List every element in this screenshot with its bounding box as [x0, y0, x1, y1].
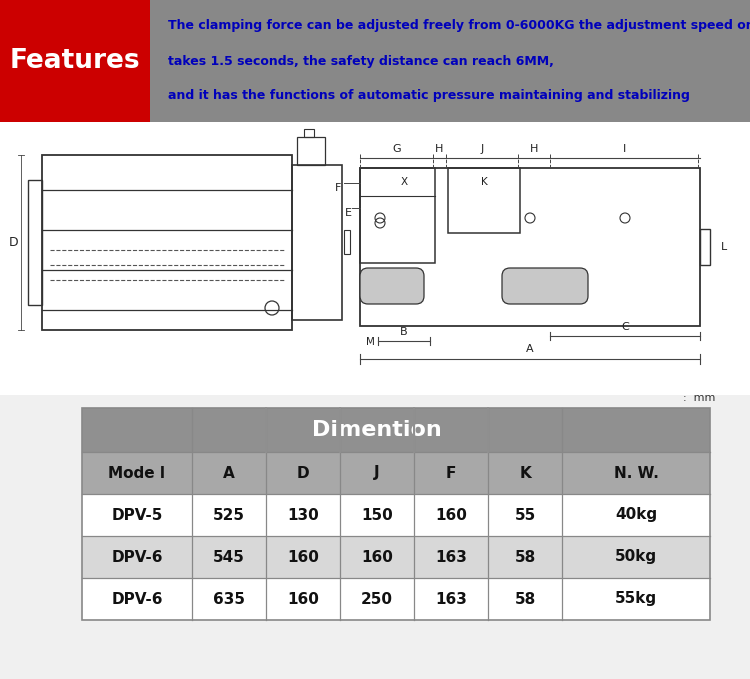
- Text: B: B: [400, 327, 408, 337]
- Text: 58: 58: [514, 591, 536, 606]
- Text: M: M: [365, 337, 374, 347]
- Text: and it has the functions of automatic pressure maintaining and stabilizing: and it has the functions of automatic pr…: [168, 90, 690, 103]
- Text: Mode l: Mode l: [109, 466, 166, 481]
- Bar: [82, 536, 710, 578]
- Bar: [360, 168, 700, 326]
- Bar: [82, 408, 710, 452]
- Text: Dimention: Dimention: [312, 420, 442, 440]
- Bar: [82, 494, 710, 536]
- Bar: [448, 168, 520, 233]
- Text: 160: 160: [287, 549, 319, 564]
- FancyBboxPatch shape: [502, 268, 588, 304]
- Text: J: J: [480, 144, 484, 154]
- Text: G: G: [392, 144, 400, 154]
- Bar: [297, 137, 325, 165]
- Text: A: A: [526, 344, 534, 354]
- Bar: [0, 0, 150, 122]
- Text: H: H: [435, 144, 444, 154]
- Text: 50kg: 50kg: [615, 549, 657, 564]
- Bar: [0, 122, 750, 395]
- Text: E: E: [344, 208, 352, 218]
- Text: :  mm: : mm: [682, 393, 715, 403]
- Bar: [344, 230, 350, 254]
- Text: 250: 250: [362, 591, 393, 606]
- Text: 525: 525: [213, 507, 245, 523]
- Text: The clamping force can be adjusted freely from 0-6000KG the adjustment speed onl: The clamping force can be adjusted freel…: [168, 18, 750, 31]
- Text: C: C: [621, 322, 628, 332]
- FancyBboxPatch shape: [360, 268, 424, 304]
- Text: N. W.: N. W.: [614, 466, 658, 481]
- Bar: [0, 0, 750, 122]
- Text: J: J: [374, 466, 380, 481]
- Text: F: F: [446, 466, 457, 481]
- Text: DPV-5: DPV-5: [111, 507, 163, 523]
- Text: 40kg: 40kg: [615, 507, 657, 523]
- Text: 150: 150: [362, 507, 393, 523]
- Text: 55kg: 55kg: [615, 591, 657, 606]
- Text: 160: 160: [362, 549, 393, 564]
- Text: K: K: [520, 466, 531, 481]
- Text: A: A: [223, 466, 235, 481]
- Bar: [42, 155, 292, 330]
- Bar: [82, 408, 710, 620]
- Text: D: D: [297, 466, 309, 481]
- Text: 130: 130: [287, 507, 319, 523]
- Bar: [28, 180, 42, 305]
- Bar: [360, 168, 435, 263]
- Text: DPV-6: DPV-6: [111, 549, 163, 564]
- Bar: [292, 165, 342, 320]
- Text: 635: 635: [213, 591, 245, 606]
- Bar: [700, 229, 710, 265]
- Text: Features: Features: [10, 48, 140, 74]
- Text: 160: 160: [435, 507, 467, 523]
- Text: takes 1.5 seconds, the safety distance can reach 6MM,: takes 1.5 seconds, the safety distance c…: [168, 56, 554, 69]
- Bar: [82, 452, 710, 494]
- Text: I: I: [622, 144, 626, 154]
- Text: 163: 163: [435, 591, 467, 606]
- Text: 160: 160: [287, 591, 319, 606]
- Text: 58: 58: [514, 549, 536, 564]
- Bar: [304, 129, 314, 137]
- Text: X: X: [400, 177, 407, 187]
- Text: F: F: [334, 183, 341, 193]
- Text: 545: 545: [213, 549, 245, 564]
- Text: D: D: [9, 236, 19, 249]
- Text: 55: 55: [514, 507, 536, 523]
- Bar: [82, 578, 710, 620]
- Text: H: H: [530, 144, 538, 154]
- Text: L: L: [721, 242, 727, 252]
- Text: DPV-6: DPV-6: [111, 591, 163, 606]
- Text: K: K: [481, 177, 488, 187]
- Text: 163: 163: [435, 549, 467, 564]
